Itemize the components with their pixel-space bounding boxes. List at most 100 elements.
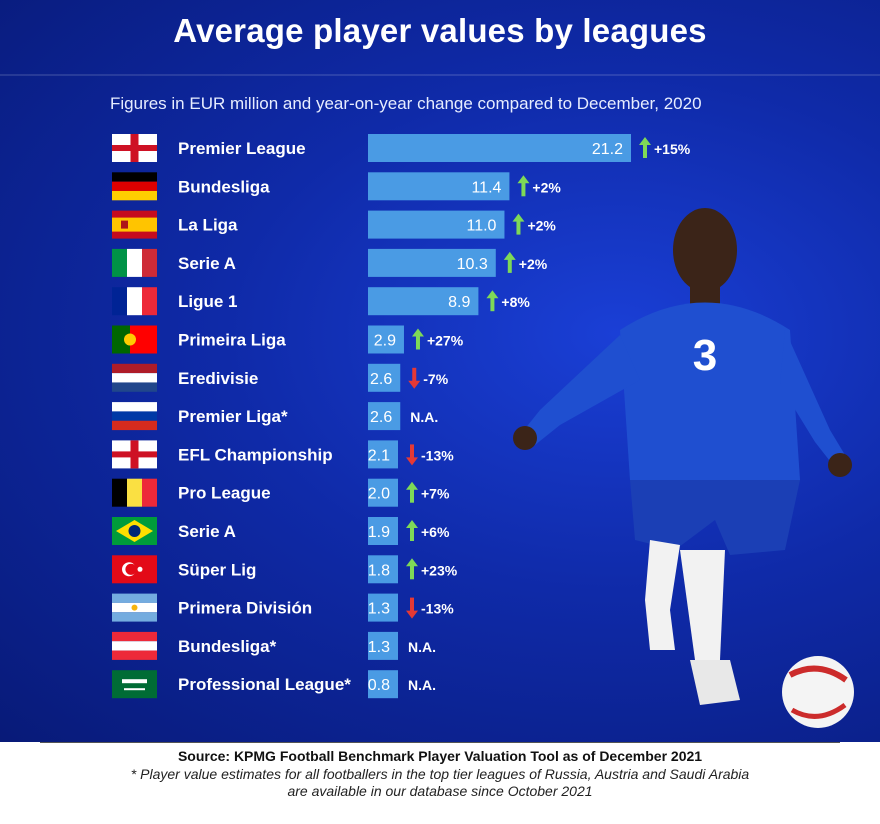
title-divider	[0, 74, 880, 76]
footnote-line-2: are available in our database since Octo…	[287, 783, 593, 799]
bar-value-label: 21.2	[592, 141, 623, 158]
player-figure: 3	[513, 208, 852, 705]
bar-value-label: 10.3	[457, 256, 488, 273]
value-bar	[368, 363, 401, 392]
change-label: N.A.	[408, 677, 436, 693]
arrow-up-icon	[503, 251, 516, 273]
arrow-up-icon	[406, 520, 418, 541]
value-bar	[368, 172, 510, 201]
league-label: Bundesliga*	[178, 637, 277, 656]
change-label: +2%	[519, 256, 548, 272]
player-photo: 3	[513, 208, 854, 728]
flag-austria-icon	[112, 631, 157, 660]
change-label: +27%	[427, 333, 464, 349]
change-label: -7%	[423, 371, 448, 387]
league-label: Pro League	[178, 484, 271, 503]
bar-value-label: 2.1	[368, 447, 390, 464]
change-label: +8%	[501, 294, 530, 310]
league-label: Serie A	[178, 522, 236, 541]
arrow-up-icon	[406, 558, 418, 580]
value-bar	[368, 287, 479, 316]
change-label: N.A.	[408, 639, 436, 655]
league-label: Ligue 1	[178, 292, 238, 311]
value-bar	[368, 517, 398, 545]
flag-france-icon	[112, 287, 157, 316]
value-bar	[368, 593, 398, 622]
value-bar	[368, 134, 631, 162]
arrow-up-icon	[512, 213, 525, 235]
bar-value-label: 1.9	[368, 524, 390, 541]
value-bar	[368, 248, 496, 277]
bar-chart: Premier League 21.2 +15% Bundesliga 11.4 +2% L…	[112, 134, 691, 699]
league-label: Serie A	[178, 254, 236, 273]
change-label: +23%	[421, 562, 458, 578]
flag-italy-icon	[112, 248, 157, 277]
change-label: +15%	[654, 141, 691, 157]
change-label: -13%	[421, 601, 454, 617]
flag-turkey-icon	[112, 555, 157, 584]
flag-argentina-icon	[112, 593, 157, 622]
league-label: Professional League*	[178, 675, 351, 694]
arrow-down-icon	[408, 367, 421, 389]
value-bar	[368, 555, 398, 584]
chart-title: Average player values by leagues	[173, 12, 707, 49]
svg-text:3: 3	[693, 331, 717, 380]
flag-saudi-arabia-icon	[112, 670, 157, 699]
bar-value-label: 2.0	[368, 486, 390, 503]
arrow-up-icon	[517, 175, 530, 197]
league-label: EFL Championship	[178, 445, 333, 464]
league-label: Süper Lig	[178, 560, 256, 579]
change-label: +2%	[527, 218, 556, 234]
league-label: Primeira Liga	[178, 331, 286, 350]
bar-value-label: 0.8	[368, 677, 390, 694]
flag-england-icon	[112, 440, 157, 469]
change-label: +7%	[421, 486, 450, 502]
league-label: Primera División	[178, 599, 312, 618]
league-label: Premier League	[178, 139, 306, 158]
source-note: Source: KPMG Football Benchmark Player V…	[177, 748, 703, 764]
bar-value-label: 11.4	[471, 179, 501, 196]
value-bar	[368, 402, 401, 431]
flag-portugal-icon	[112, 325, 157, 354]
change-label: -13%	[421, 447, 454, 463]
bar-value-label: 1.3	[368, 639, 390, 656]
flag-netherlands-icon	[112, 363, 157, 392]
footer: Source: KPMG Football Benchmark Player V…	[0, 742, 880, 824]
league-label: Premier Liga*	[178, 407, 288, 426]
value-bar	[368, 670, 398, 699]
value-bar	[368, 210, 505, 239]
bar-value-label: 1.3	[368, 601, 390, 618]
league-label: La Liga	[178, 216, 238, 235]
arrow-down-icon	[406, 444, 418, 466]
value-bar	[368, 478, 398, 507]
arrow-down-icon	[406, 597, 418, 619]
flag-england-icon	[112, 134, 157, 162]
arrow-up-icon	[639, 137, 651, 158]
flag-russia-icon	[112, 402, 157, 431]
arrow-up-icon	[411, 328, 424, 350]
bar-value-label: 2.6	[370, 409, 392, 426]
change-label: +6%	[421, 524, 450, 540]
flag-brazil-icon	[112, 517, 157, 545]
flag-spain-icon	[112, 210, 157, 239]
bar-value-label: 1.8	[368, 562, 390, 579]
change-label: +2%	[532, 179, 561, 195]
change-label: N.A.	[410, 409, 438, 425]
value-bar	[368, 325, 404, 354]
flag-germany-icon	[112, 172, 157, 201]
footnote-line-1: * Player value estimates for all footbal…	[130, 766, 750, 782]
footer-divider	[40, 742, 840, 743]
chart-subtitle: Figures in EUR million and year-on-year …	[110, 94, 702, 113]
bar-value-label: 8.9	[448, 294, 470, 311]
league-label: Eredivisie	[178, 369, 258, 388]
league-label: Bundesliga	[178, 177, 270, 196]
value-bar	[368, 440, 398, 469]
bar-value-label: 2.9	[374, 333, 396, 350]
flag-belgium-icon	[112, 478, 157, 507]
chart-panel: Average player values by leagues Figures…	[0, 0, 880, 742]
value-bar	[368, 631, 398, 660]
football	[782, 656, 854, 728]
arrow-up-icon	[486, 290, 499, 312]
arrow-up-icon	[406, 481, 418, 503]
